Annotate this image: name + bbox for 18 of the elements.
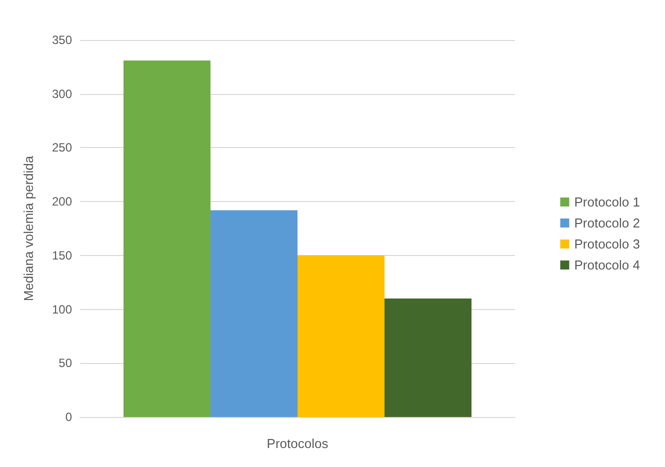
x-axis-title: Protocolos <box>266 436 329 451</box>
y-tick-label: 100 <box>52 302 72 316</box>
y-tick-label: 0 <box>65 410 72 424</box>
legend-label: Protocolo 3 <box>574 236 640 252</box>
legend-label: Protocolo 4 <box>574 258 640 272</box>
legend-label: Protocolo 2 <box>574 216 640 230</box>
y-tick-label: 200 <box>52 194 72 209</box>
bar <box>124 60 210 417</box>
bar <box>384 298 472 417</box>
legend-label: Protocolo 1 <box>574 194 640 210</box>
bar <box>298 255 384 417</box>
y-axis-title: Mediana volemia perdida <box>21 155 36 302</box>
y-tick-label: 350 <box>52 33 72 47</box>
y-tick-label: 50 <box>58 356 72 370</box>
y-tick-label: 250 <box>52 140 72 155</box>
y-tick-label: 300 <box>52 86 72 101</box>
y-tick-label: 150 <box>52 248 72 262</box>
bar <box>210 210 298 417</box>
